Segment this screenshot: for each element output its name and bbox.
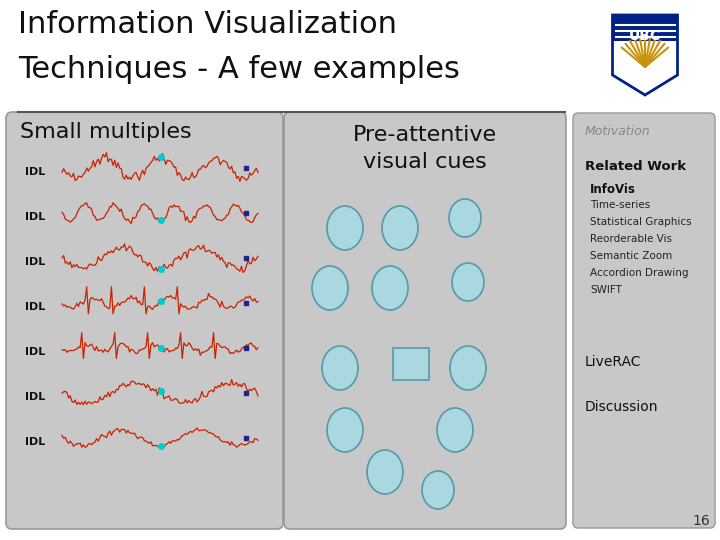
Ellipse shape bbox=[327, 206, 363, 250]
FancyBboxPatch shape bbox=[284, 112, 566, 529]
Bar bbox=[393, 348, 429, 380]
Text: IDL: IDL bbox=[25, 347, 45, 357]
Text: IDL: IDL bbox=[25, 302, 45, 312]
Ellipse shape bbox=[327, 408, 363, 452]
Text: Semantic Zoom: Semantic Zoom bbox=[590, 251, 672, 261]
Text: 16: 16 bbox=[692, 514, 710, 528]
Text: SWIFT: SWIFT bbox=[590, 285, 622, 295]
Text: Small multiples: Small multiples bbox=[20, 122, 192, 142]
Ellipse shape bbox=[422, 471, 454, 509]
Text: Related Work: Related Work bbox=[585, 160, 686, 173]
Text: IDL: IDL bbox=[25, 167, 45, 177]
Text: InfoVis: InfoVis bbox=[590, 183, 636, 196]
Text: visual cues: visual cues bbox=[363, 152, 487, 172]
Text: Motivation: Motivation bbox=[585, 125, 651, 138]
Text: Reorderable Vis: Reorderable Vis bbox=[590, 234, 672, 244]
FancyBboxPatch shape bbox=[573, 113, 715, 528]
Text: IDL: IDL bbox=[25, 212, 45, 222]
Ellipse shape bbox=[449, 199, 481, 237]
Text: UBC: UBC bbox=[629, 29, 661, 43]
Text: Pre-attentive: Pre-attentive bbox=[353, 125, 497, 145]
Ellipse shape bbox=[372, 266, 408, 310]
Text: Accordion Drawing: Accordion Drawing bbox=[590, 268, 688, 278]
FancyBboxPatch shape bbox=[6, 112, 283, 529]
Text: Statistical Graphics: Statistical Graphics bbox=[590, 217, 692, 227]
Polygon shape bbox=[613, 15, 678, 95]
Ellipse shape bbox=[437, 408, 473, 452]
Text: Time-series: Time-series bbox=[590, 200, 650, 210]
Text: Discussion: Discussion bbox=[585, 400, 659, 414]
Text: Information Visualization: Information Visualization bbox=[18, 10, 397, 39]
Ellipse shape bbox=[367, 450, 403, 494]
Ellipse shape bbox=[382, 206, 418, 250]
Text: LiveRAC: LiveRAC bbox=[585, 355, 642, 369]
Text: IDL: IDL bbox=[25, 257, 45, 267]
Text: IDL: IDL bbox=[25, 392, 45, 402]
Text: IDL: IDL bbox=[25, 437, 45, 447]
Ellipse shape bbox=[322, 346, 358, 390]
Ellipse shape bbox=[450, 346, 486, 390]
Ellipse shape bbox=[312, 266, 348, 310]
Bar bbox=[613, 15, 678, 40]
Text: Techniques - A few examples: Techniques - A few examples bbox=[18, 55, 460, 84]
Ellipse shape bbox=[452, 263, 484, 301]
